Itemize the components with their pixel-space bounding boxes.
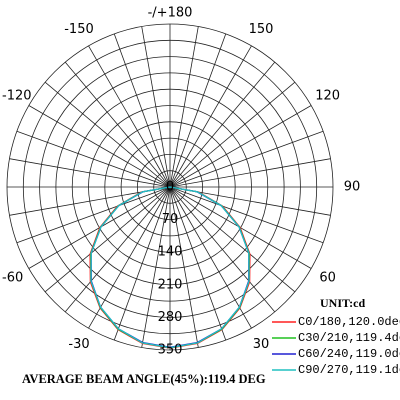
spoke bbox=[113, 33, 171, 188]
angle-tick-label: -150 bbox=[64, 22, 94, 37]
spoke bbox=[169, 186, 199, 348]
angle-tick-label: -30 bbox=[68, 337, 89, 352]
angle-tick-label: 60 bbox=[319, 271, 336, 286]
angle-tick-label: 30 bbox=[253, 337, 270, 352]
angle-tick-label: -/+180 bbox=[148, 6, 193, 21]
spoke bbox=[16, 186, 171, 244]
spoke bbox=[169, 186, 252, 329]
legend-label: C60/240,119.0deg bbox=[298, 347, 400, 361]
angle-tick-label: 90 bbox=[344, 180, 361, 195]
spoke bbox=[169, 81, 296, 188]
spoke bbox=[64, 61, 171, 188]
spoke bbox=[169, 158, 331, 188]
spoke bbox=[16, 130, 171, 188]
unit-label: UNIT:cd bbox=[320, 296, 365, 310]
spoke bbox=[169, 33, 227, 188]
labels: C0/180,120.0deg C30/210,119.4deg C60/240,1… bbox=[2, 6, 400, 378]
r-tick-label: 350 bbox=[158, 343, 183, 358]
angle-tick-label: 150 bbox=[249, 22, 274, 37]
spoke bbox=[88, 186, 171, 329]
footer: AVERAGE BEAM ANGLE(45%):119.4 DEG bbox=[22, 372, 266, 386]
r-tick-label: 210 bbox=[158, 277, 183, 292]
spoke bbox=[44, 186, 171, 293]
spoke bbox=[88, 45, 171, 188]
legend-label: C90/270,119.1deg bbox=[298, 363, 400, 377]
spoke bbox=[169, 186, 276, 313]
angle-tick-label: -60 bbox=[2, 271, 23, 286]
legend-label: C30/210,119.4deg bbox=[298, 331, 400, 345]
spoke bbox=[169, 186, 324, 244]
spoke bbox=[141, 186, 171, 348]
spoke bbox=[169, 130, 324, 188]
spoke bbox=[169, 26, 199, 188]
spoke bbox=[44, 81, 171, 188]
spoke bbox=[169, 105, 312, 188]
curves bbox=[89, 186, 251, 349]
series-line bbox=[90, 186, 250, 349]
r-tick-label: 70 bbox=[162, 212, 179, 227]
angle-tick-label: 120 bbox=[315, 89, 340, 104]
spoke bbox=[9, 158, 171, 188]
spoke bbox=[169, 61, 276, 188]
spoke bbox=[113, 186, 171, 341]
angle-tick-label: -120 bbox=[2, 89, 32, 104]
spoke bbox=[141, 26, 171, 188]
spoke bbox=[28, 105, 171, 188]
spoke bbox=[169, 186, 296, 293]
r-tick-label: 0 bbox=[166, 180, 174, 195]
spoke bbox=[169, 186, 227, 341]
spoke bbox=[169, 45, 252, 188]
legend-label: C0/180,120.0deg bbox=[298, 315, 400, 329]
spoke bbox=[64, 186, 171, 313]
r-tick-label: 280 bbox=[158, 310, 183, 325]
r-tick-label: 140 bbox=[158, 245, 183, 260]
